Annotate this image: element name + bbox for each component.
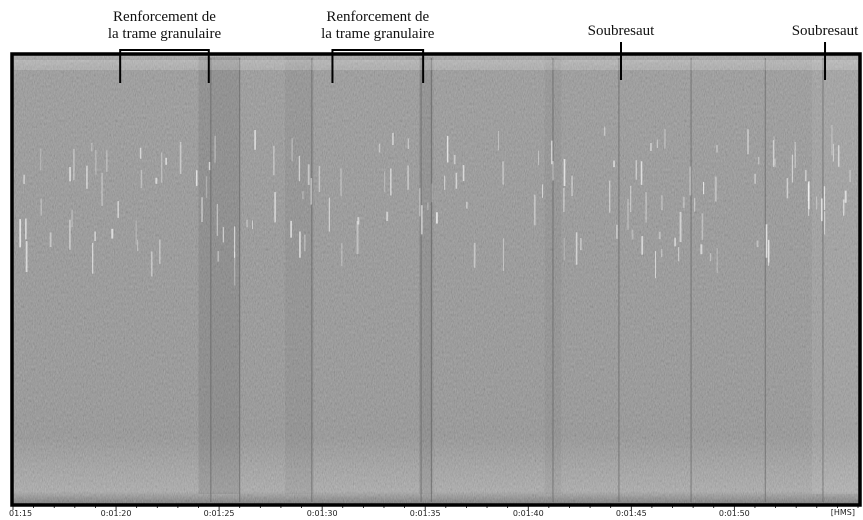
spectrogram-streak-layer <box>14 58 858 502</box>
x-tick-label: 0:01:45 <box>616 509 647 518</box>
annotation-label: la trame granulaire <box>108 26 222 42</box>
x-tick-label: 0:01:30 <box>307 509 338 518</box>
spectrogram-band-layer <box>198 57 858 494</box>
annotation-label: Soubresaut <box>588 23 655 39</box>
spectrogram-dark-band <box>419 57 434 494</box>
spectrogram-dark-band <box>285 57 314 494</box>
x-tick-label: 0:01:25 <box>204 509 235 518</box>
x-tick-label: 01:15 <box>9 509 32 518</box>
x-tick-label: 0:01:20 <box>101 509 132 518</box>
annotation-label: Renforcement de <box>326 9 429 25</box>
x-unit-label: [HMS] <box>831 508 855 517</box>
spectrogram-noise-texture <box>12 54 860 505</box>
bracket-line <box>119 49 210 83</box>
bracket-line <box>331 49 425 83</box>
x-tick-label: 0:01:40 <box>513 509 544 518</box>
x-axis: 01:15 0:01:20 0:01:25 0:01:30 0:01:35 0:01:40… <box>9 505 859 518</box>
plot-frame <box>10 52 862 507</box>
spectrogram-plot <box>10 52 862 507</box>
annotation-label: Renforcement de <box>113 9 216 25</box>
spectrogram-light-band <box>812 57 858 494</box>
x-tick-label: 0:01:50 <box>719 509 750 518</box>
annotation-label: Soubresaut <box>792 23 859 39</box>
annotation-marker: Soubresaut <box>792 23 859 80</box>
annotation-marker: Soubresaut <box>588 23 655 80</box>
spectrogram-dark-band <box>198 57 240 494</box>
x-tick-label: 0:01:35 <box>410 509 441 518</box>
annotation-label: la trame granulaire <box>321 26 435 42</box>
spectrogram-top-haze <box>14 60 858 70</box>
